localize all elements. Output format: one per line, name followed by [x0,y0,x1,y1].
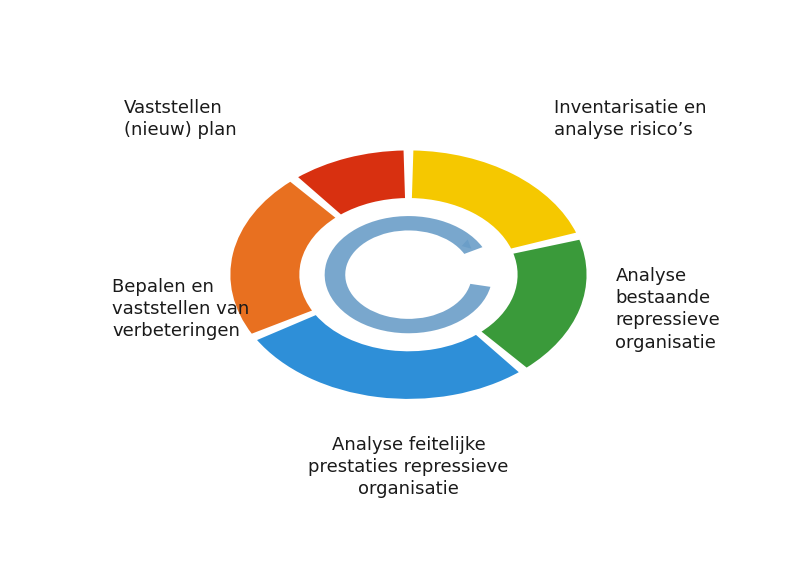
Text: Inventarisatie en
analyse risico’s: Inventarisatie en analyse risico’s [554,99,706,139]
Wedge shape [255,314,520,400]
Text: Analyse
bestaande
repressieve
organisatie: Analyse bestaande repressieve organisati… [615,267,720,352]
Wedge shape [296,149,406,216]
Text: Vaststellen
(nieuw) plan: Vaststellen (nieuw) plan [124,99,237,139]
Wedge shape [324,216,490,333]
Wedge shape [410,149,578,250]
Text: Analyse feitelijke
prestaties repressieve
organisatie: Analyse feitelijke prestaties repressiev… [308,436,508,498]
Wedge shape [230,181,337,335]
Text: Bepalen en
vaststellen van
verbeteringen: Bepalen en vaststellen van verbeteringen [112,278,249,341]
Wedge shape [480,238,587,369]
